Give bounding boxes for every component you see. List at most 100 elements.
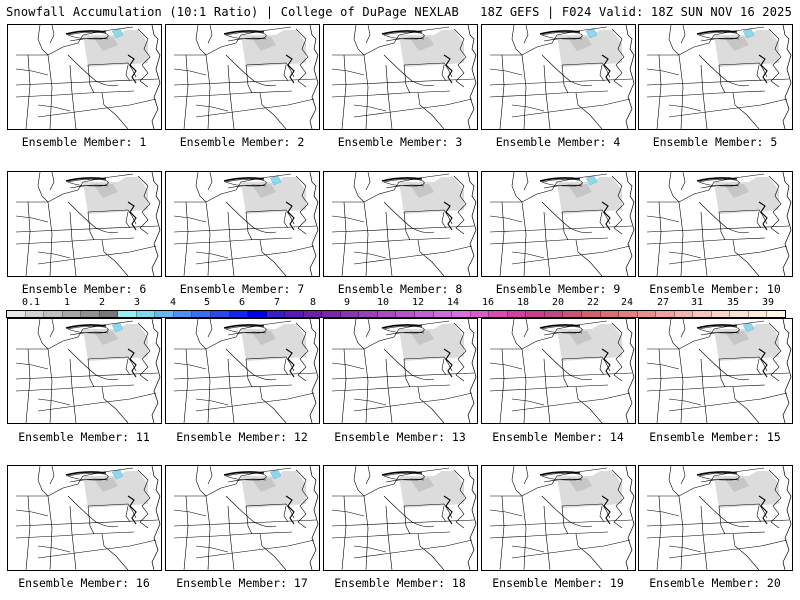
- ensemble-member-label: Ensemble Member: 4: [495, 135, 621, 149]
- ensemble-member-label: Ensemble Member: 1: [21, 135, 147, 149]
- ensemble-member-label: Ensemble Member: 20: [649, 576, 781, 590]
- colorbar-tick-label: 22: [586, 297, 600, 308]
- colorbar-swatch: [25, 311, 45, 317]
- ensemble-member-label: Ensemble Member: 11: [18, 430, 150, 444]
- colorbar-swatch: [507, 311, 527, 317]
- colorbar-swatch: [229, 311, 249, 317]
- ensemble-member-label: Ensemble Member: 18: [334, 576, 466, 590]
- colorbar-tick-label: 35: [726, 297, 740, 308]
- ensemble-member-label: Ensemble Member: 5: [652, 135, 778, 149]
- ensemble-member-label: Ensemble Member: 9: [495, 282, 621, 296]
- ensemble-member-map: [638, 318, 793, 424]
- colorbar-swatch: [340, 311, 360, 317]
- ensemble-member-map: [7, 465, 162, 571]
- colorbar-tick-label: 14: [446, 297, 460, 308]
- colorbar-tick-label: 31: [690, 297, 704, 308]
- colorbar-swatch: [266, 311, 286, 317]
- colorbar-swatch: [81, 311, 100, 317]
- ensemble-member-label: Ensemble Member: 2: [179, 135, 305, 149]
- colorbar-swatch: [155, 311, 174, 317]
- ensemble-member-label: Ensemble Member: 3: [337, 135, 463, 149]
- colorbar-tick-label: 16: [481, 297, 495, 308]
- ensemble-member-label: Ensemble Member: 17: [176, 576, 308, 590]
- colorbar-tick-label: 6: [238, 297, 246, 308]
- ensemble-member-label: Ensemble Member: 10: [649, 282, 781, 296]
- colorbar-swatch: [693, 311, 712, 317]
- colorbar-tick-label: 8: [309, 297, 317, 308]
- map-title: Snowfall Accumulation (10:1 Ratio) | Col…: [6, 5, 459, 19]
- colorbar-swatch: [303, 311, 323, 317]
- colorbar-swatch: [767, 311, 785, 317]
- ensemble-member-label: Ensemble Member: 16: [18, 576, 150, 590]
- colorbar-swatch: [581, 311, 601, 317]
- ensemble-member-map: [638, 24, 793, 130]
- colorbar-tick-label: 12: [411, 297, 425, 308]
- colorbar-tick-label: 3: [133, 297, 141, 308]
- colorbar-swatch: [7, 311, 26, 317]
- colorbar-swatch: [656, 311, 675, 317]
- colorbar-swatch: [452, 311, 471, 317]
- colorbar-swatch: [748, 311, 768, 317]
- colorbar-swatch: [192, 311, 212, 317]
- colorbar-swatch: [415, 311, 434, 317]
- colorbar-swatch: [730, 311, 749, 317]
- ensemble-member-map: [638, 171, 793, 277]
- colorbar-swatch: [322, 311, 341, 317]
- colorbar-swatch: [44, 311, 63, 317]
- colorbar-swatch: [711, 311, 731, 317]
- colorbar-swatch: [248, 311, 267, 317]
- colorbar-swatch: [377, 311, 397, 317]
- ensemble-member-map: [7, 318, 162, 424]
- ensemble-member-label: Ensemble Member: 7: [179, 282, 305, 296]
- colorbar-tick-label: 20: [551, 297, 565, 308]
- colorbar-swatch: [136, 311, 156, 317]
- ensemble-member-map: [165, 318, 320, 424]
- ensemble-member-map: [638, 465, 793, 571]
- colorbar-tick-label: 27: [656, 297, 670, 308]
- colorbar-swatch: [359, 311, 378, 317]
- colorbar-tick-label: 7: [273, 297, 281, 308]
- colorbar-tick-label: 9: [343, 297, 351, 308]
- ensemble-member-label: Ensemble Member: 14: [492, 430, 624, 444]
- colorbar-tick-label: 24: [620, 297, 634, 308]
- colorbar-tick-label: 4: [169, 297, 177, 308]
- ensemble-member-map: [481, 318, 636, 424]
- ensemble-member-map: [7, 171, 162, 277]
- colorbar-swatch: [62, 311, 82, 317]
- colorbar-swatch: [526, 311, 545, 317]
- ensemble-member-map: [323, 465, 478, 571]
- ensemble-member-map: [481, 171, 636, 277]
- colorbar-swatch: [489, 311, 508, 317]
- colorbar-swatch: [619, 311, 638, 317]
- ensemble-member-map: [7, 24, 162, 130]
- colorbar-swatch: [118, 311, 137, 317]
- colorbar-swatch: [285, 311, 304, 317]
- ensemble-member-label: Ensemble Member: 12: [176, 430, 308, 444]
- ensemble-member-label: Ensemble Member: 8: [337, 282, 463, 296]
- colorbar-swatch: [396, 311, 416, 317]
- ensemble-member-map: [323, 24, 478, 130]
- colorbar-tick-label: 2: [98, 297, 106, 308]
- ensemble-member-map: [165, 465, 320, 571]
- colorbar-tick-label: 18: [516, 297, 530, 308]
- colorbar-swatch: [433, 311, 453, 317]
- colorbar-tick-label: 1: [63, 297, 71, 308]
- ensemble-member-label: Ensemble Member: 15: [649, 430, 781, 444]
- ensemble-member-label: Ensemble Member: 19: [492, 576, 624, 590]
- colorbar-swatch: [173, 311, 193, 317]
- colorbar-tick-label: 0.1: [21, 297, 41, 308]
- colorbar-tick-label: 5: [203, 297, 211, 308]
- ensemble-member-map: [481, 24, 636, 130]
- ensemble-member-map: [481, 465, 636, 571]
- colorbar-swatch: [544, 311, 564, 317]
- model-run-info: 18Z GEFS | F024 Valid: 18Z SUN NOV 16 20…: [480, 5, 792, 19]
- colorbar-tick-label: 39: [761, 297, 775, 308]
- ensemble-member-label: Ensemble Member: 13: [334, 430, 466, 444]
- colorbar-swatch: [563, 311, 582, 317]
- ensemble-member-map: [323, 171, 478, 277]
- colorbar-swatch: [211, 311, 230, 317]
- ensemble-member-map: [165, 24, 320, 130]
- colorbar-tick-label: 10: [376, 297, 390, 308]
- ensemble-member-map: [323, 318, 478, 424]
- ensemble-member-map: [165, 171, 320, 277]
